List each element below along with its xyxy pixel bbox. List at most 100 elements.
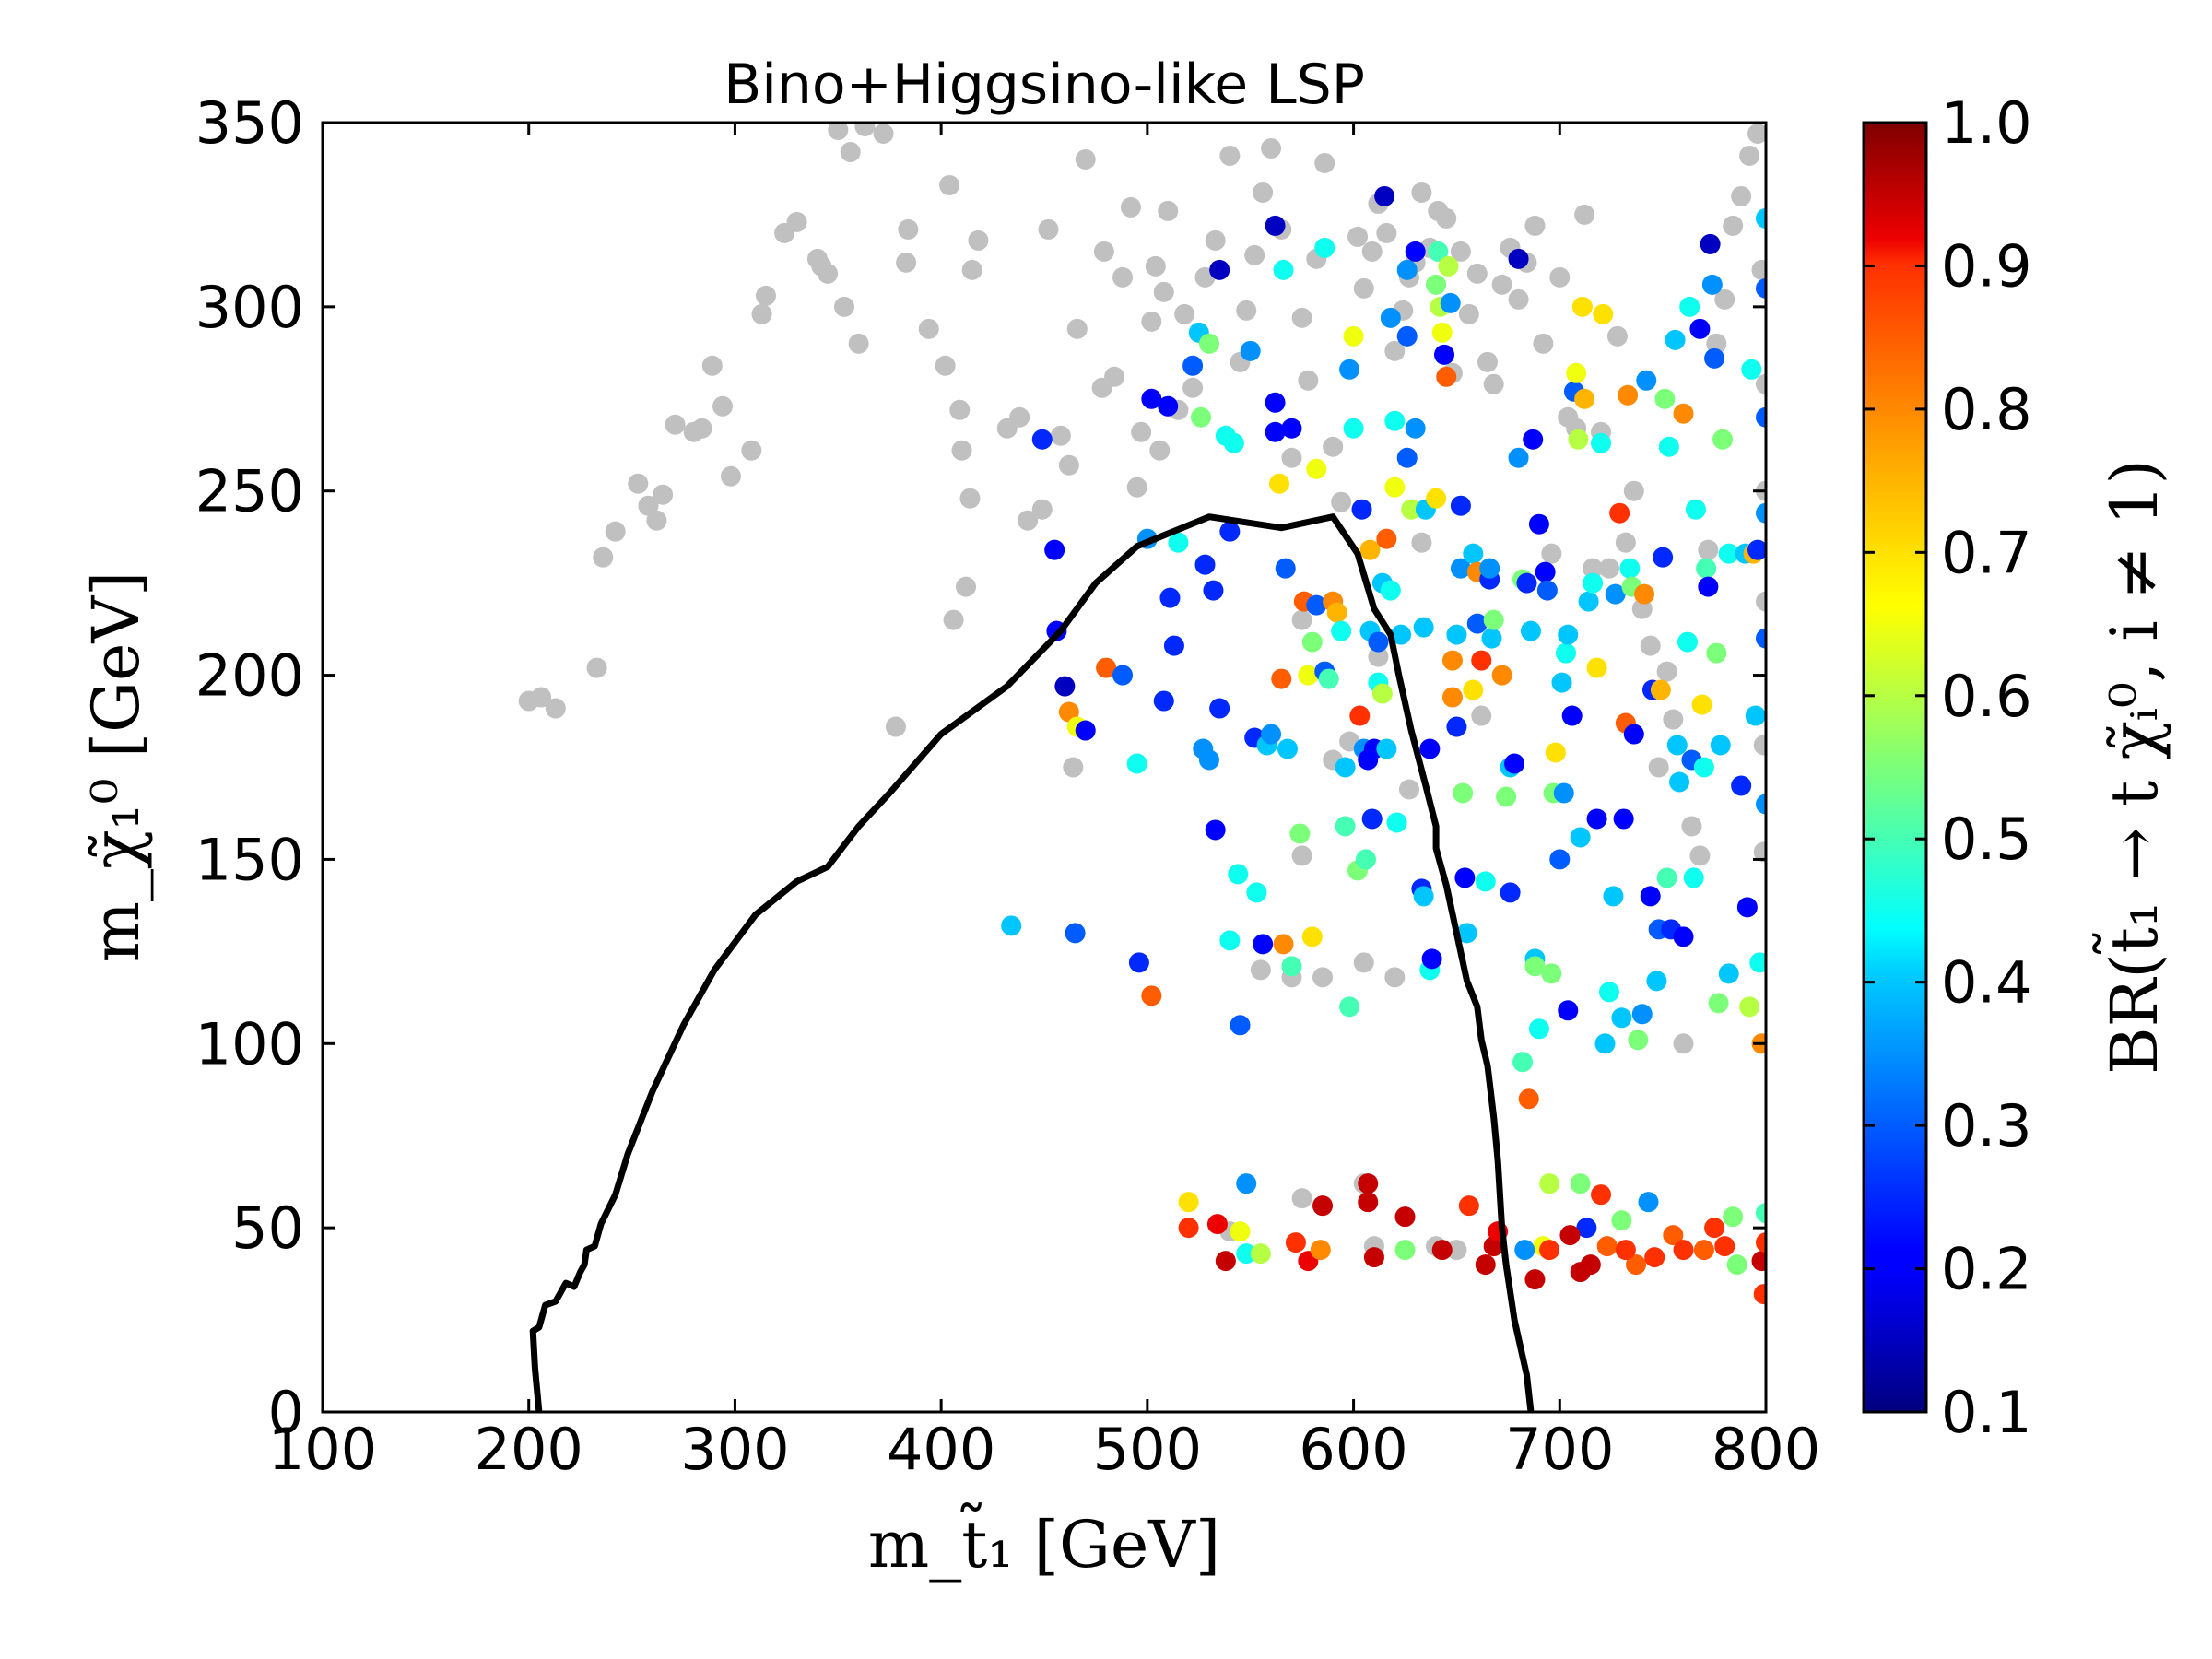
excluded-points xyxy=(518,123,1766,1261)
x-axis-label: m_t̃₁ [GeV] xyxy=(868,1503,1220,1583)
excluded-point xyxy=(1466,263,1488,284)
excluded-point xyxy=(1458,303,1479,324)
colored-point xyxy=(1368,631,1389,653)
colorbar-tick-label: 0.4 xyxy=(1941,949,2032,1017)
colored-point xyxy=(1479,558,1500,579)
x-axis: 100 200 300 400 500 600 700 800 xyxy=(268,123,1820,1483)
excluded-point xyxy=(1698,539,1719,560)
colored-point xyxy=(1405,418,1426,439)
colored-point xyxy=(1335,816,1356,837)
excluded-point xyxy=(1031,499,1053,520)
colored-point xyxy=(1593,303,1614,324)
colored-point xyxy=(1559,1225,1581,1246)
colored-point xyxy=(1261,724,1282,745)
colored-point xyxy=(1631,1004,1653,1025)
colored-point xyxy=(1528,513,1549,535)
colored-point xyxy=(1285,1232,1306,1253)
excluded-point xyxy=(1450,241,1471,262)
colored-point xyxy=(1153,690,1174,712)
colored-point xyxy=(1520,620,1541,641)
excluded-point xyxy=(1018,510,1039,531)
colored-point xyxy=(1723,1206,1744,1228)
excluded-point xyxy=(1126,477,1147,498)
y-tick-label: 200 xyxy=(195,642,304,710)
excluded-point xyxy=(1411,182,1432,203)
colored-point xyxy=(1401,499,1422,520)
colored-point xyxy=(1058,701,1079,723)
colored-point xyxy=(1539,1240,1560,1261)
colored-point xyxy=(1371,683,1393,704)
x-tick-label: 700 xyxy=(1505,1416,1614,1483)
colorbar-tick-label: 0.2 xyxy=(1941,1236,2032,1303)
colored-point xyxy=(1265,392,1286,413)
colored-point xyxy=(1591,1184,1612,1206)
excluded-point xyxy=(605,521,626,542)
colored-point xyxy=(1749,952,1766,973)
colored-point xyxy=(1310,1240,1331,1261)
excluded-point xyxy=(1291,845,1312,866)
excluded-point xyxy=(955,576,976,597)
colored-point xyxy=(1553,782,1574,804)
colored-point xyxy=(1436,366,1457,387)
excluded-point xyxy=(1640,635,1661,656)
colored-point xyxy=(1380,307,1401,328)
colorbar-tick-label: 0.5 xyxy=(1941,806,2032,873)
excluded-point xyxy=(593,547,614,568)
colored-point xyxy=(1301,926,1323,947)
colored-point xyxy=(1613,808,1634,830)
colored-point xyxy=(1508,447,1529,468)
excluded-point xyxy=(691,418,712,439)
colored-point xyxy=(1753,1284,1766,1305)
excluded-point xyxy=(1384,967,1406,988)
colored-point xyxy=(1215,1251,1236,1272)
x-tick-label: 100 xyxy=(268,1416,377,1483)
excluded-point xyxy=(1153,281,1174,302)
colored-point xyxy=(1426,274,1447,295)
colored-point xyxy=(1736,897,1758,918)
colored-point xyxy=(1673,403,1694,424)
excluded-point xyxy=(1093,241,1114,262)
colored-point xyxy=(1376,738,1397,759)
y-tick-label: 300 xyxy=(195,274,304,341)
colored-point xyxy=(1240,340,1261,361)
excluded-point xyxy=(751,303,772,324)
colored-point xyxy=(1653,547,1674,568)
colored-point xyxy=(1343,325,1364,347)
colored-point xyxy=(1198,749,1219,771)
excluded-point xyxy=(1549,266,1571,288)
colored-point xyxy=(1413,886,1434,907)
excluded-point xyxy=(646,510,667,531)
colorbar-ticks: 0.1 0.2 0.3 0.4 0.5 0.6 0.7 0.8 0.9 1.0 xyxy=(1864,89,2032,1446)
colored-point xyxy=(1623,724,1644,745)
colored-point xyxy=(1209,259,1230,280)
colored-point xyxy=(1481,628,1502,649)
colored-point xyxy=(1619,558,1641,579)
colored-point xyxy=(1380,580,1401,601)
colored-point xyxy=(1516,572,1537,594)
excluded-point xyxy=(828,123,849,140)
colored-point xyxy=(1704,347,1725,369)
colored-point xyxy=(1586,657,1607,678)
excluded-point xyxy=(1038,218,1059,240)
colorbar-tick-label: 0.3 xyxy=(1941,1092,2032,1159)
excluded-point xyxy=(951,440,972,461)
colored-point xyxy=(1438,255,1459,276)
colored-point xyxy=(1431,1240,1453,1261)
colored-point xyxy=(1566,362,1587,383)
colored-point xyxy=(1141,388,1162,409)
colored-point xyxy=(1628,1030,1649,1051)
colored-point xyxy=(1458,1195,1479,1217)
excluded-point xyxy=(1066,318,1088,339)
excluded-point xyxy=(1533,333,1554,354)
excluded-point xyxy=(1112,266,1134,288)
excluded-point xyxy=(1281,447,1302,468)
colored-point xyxy=(1359,539,1381,560)
colored-point xyxy=(1206,1214,1228,1235)
colored-point xyxy=(1609,502,1630,524)
colored-point xyxy=(1496,786,1517,807)
colored-point xyxy=(1640,886,1661,907)
colored-point xyxy=(1756,628,1766,649)
colored-point xyxy=(1710,735,1731,756)
excluded-point xyxy=(1574,204,1595,225)
colored-point xyxy=(1696,558,1717,579)
